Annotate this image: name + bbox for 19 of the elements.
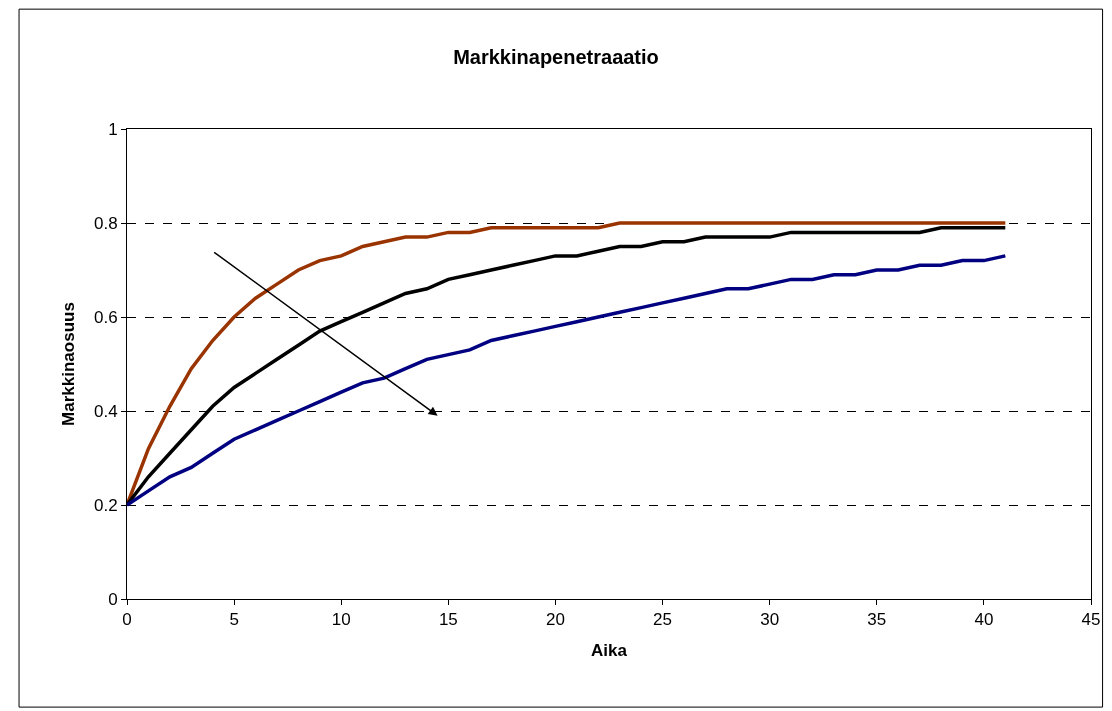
x-tick-label: 5 — [229, 610, 239, 630]
x-tick-label: 35 — [867, 610, 887, 630]
x-tick-label: 10 — [331, 610, 351, 630]
x-tick-label: 15 — [438, 610, 458, 630]
x-tick-label: 0 — [122, 610, 132, 630]
y-tick-label: 1 — [108, 119, 118, 139]
x-tick-label: 40 — [974, 610, 994, 630]
chart-title: Markkinapenetraaatio — [453, 45, 659, 68]
y-tick-label: 0.4 — [93, 401, 118, 421]
y-tick-label: 0.6 — [93, 307, 118, 327]
x-tick-label: 20 — [545, 610, 565, 630]
y-tick-label: 0.2 — [93, 495, 118, 515]
y-axis-title: Markkinaosuus — [58, 302, 78, 426]
x-tick-label: 45 — [1081, 610, 1101, 630]
x-axis-title: Aika — [591, 640, 628, 660]
x-tick-label: 30 — [760, 610, 780, 630]
x-tick-label: 25 — [653, 610, 673, 630]
y-tick-label: 0 — [108, 589, 118, 609]
y-tick-label: 0.8 — [93, 213, 118, 233]
